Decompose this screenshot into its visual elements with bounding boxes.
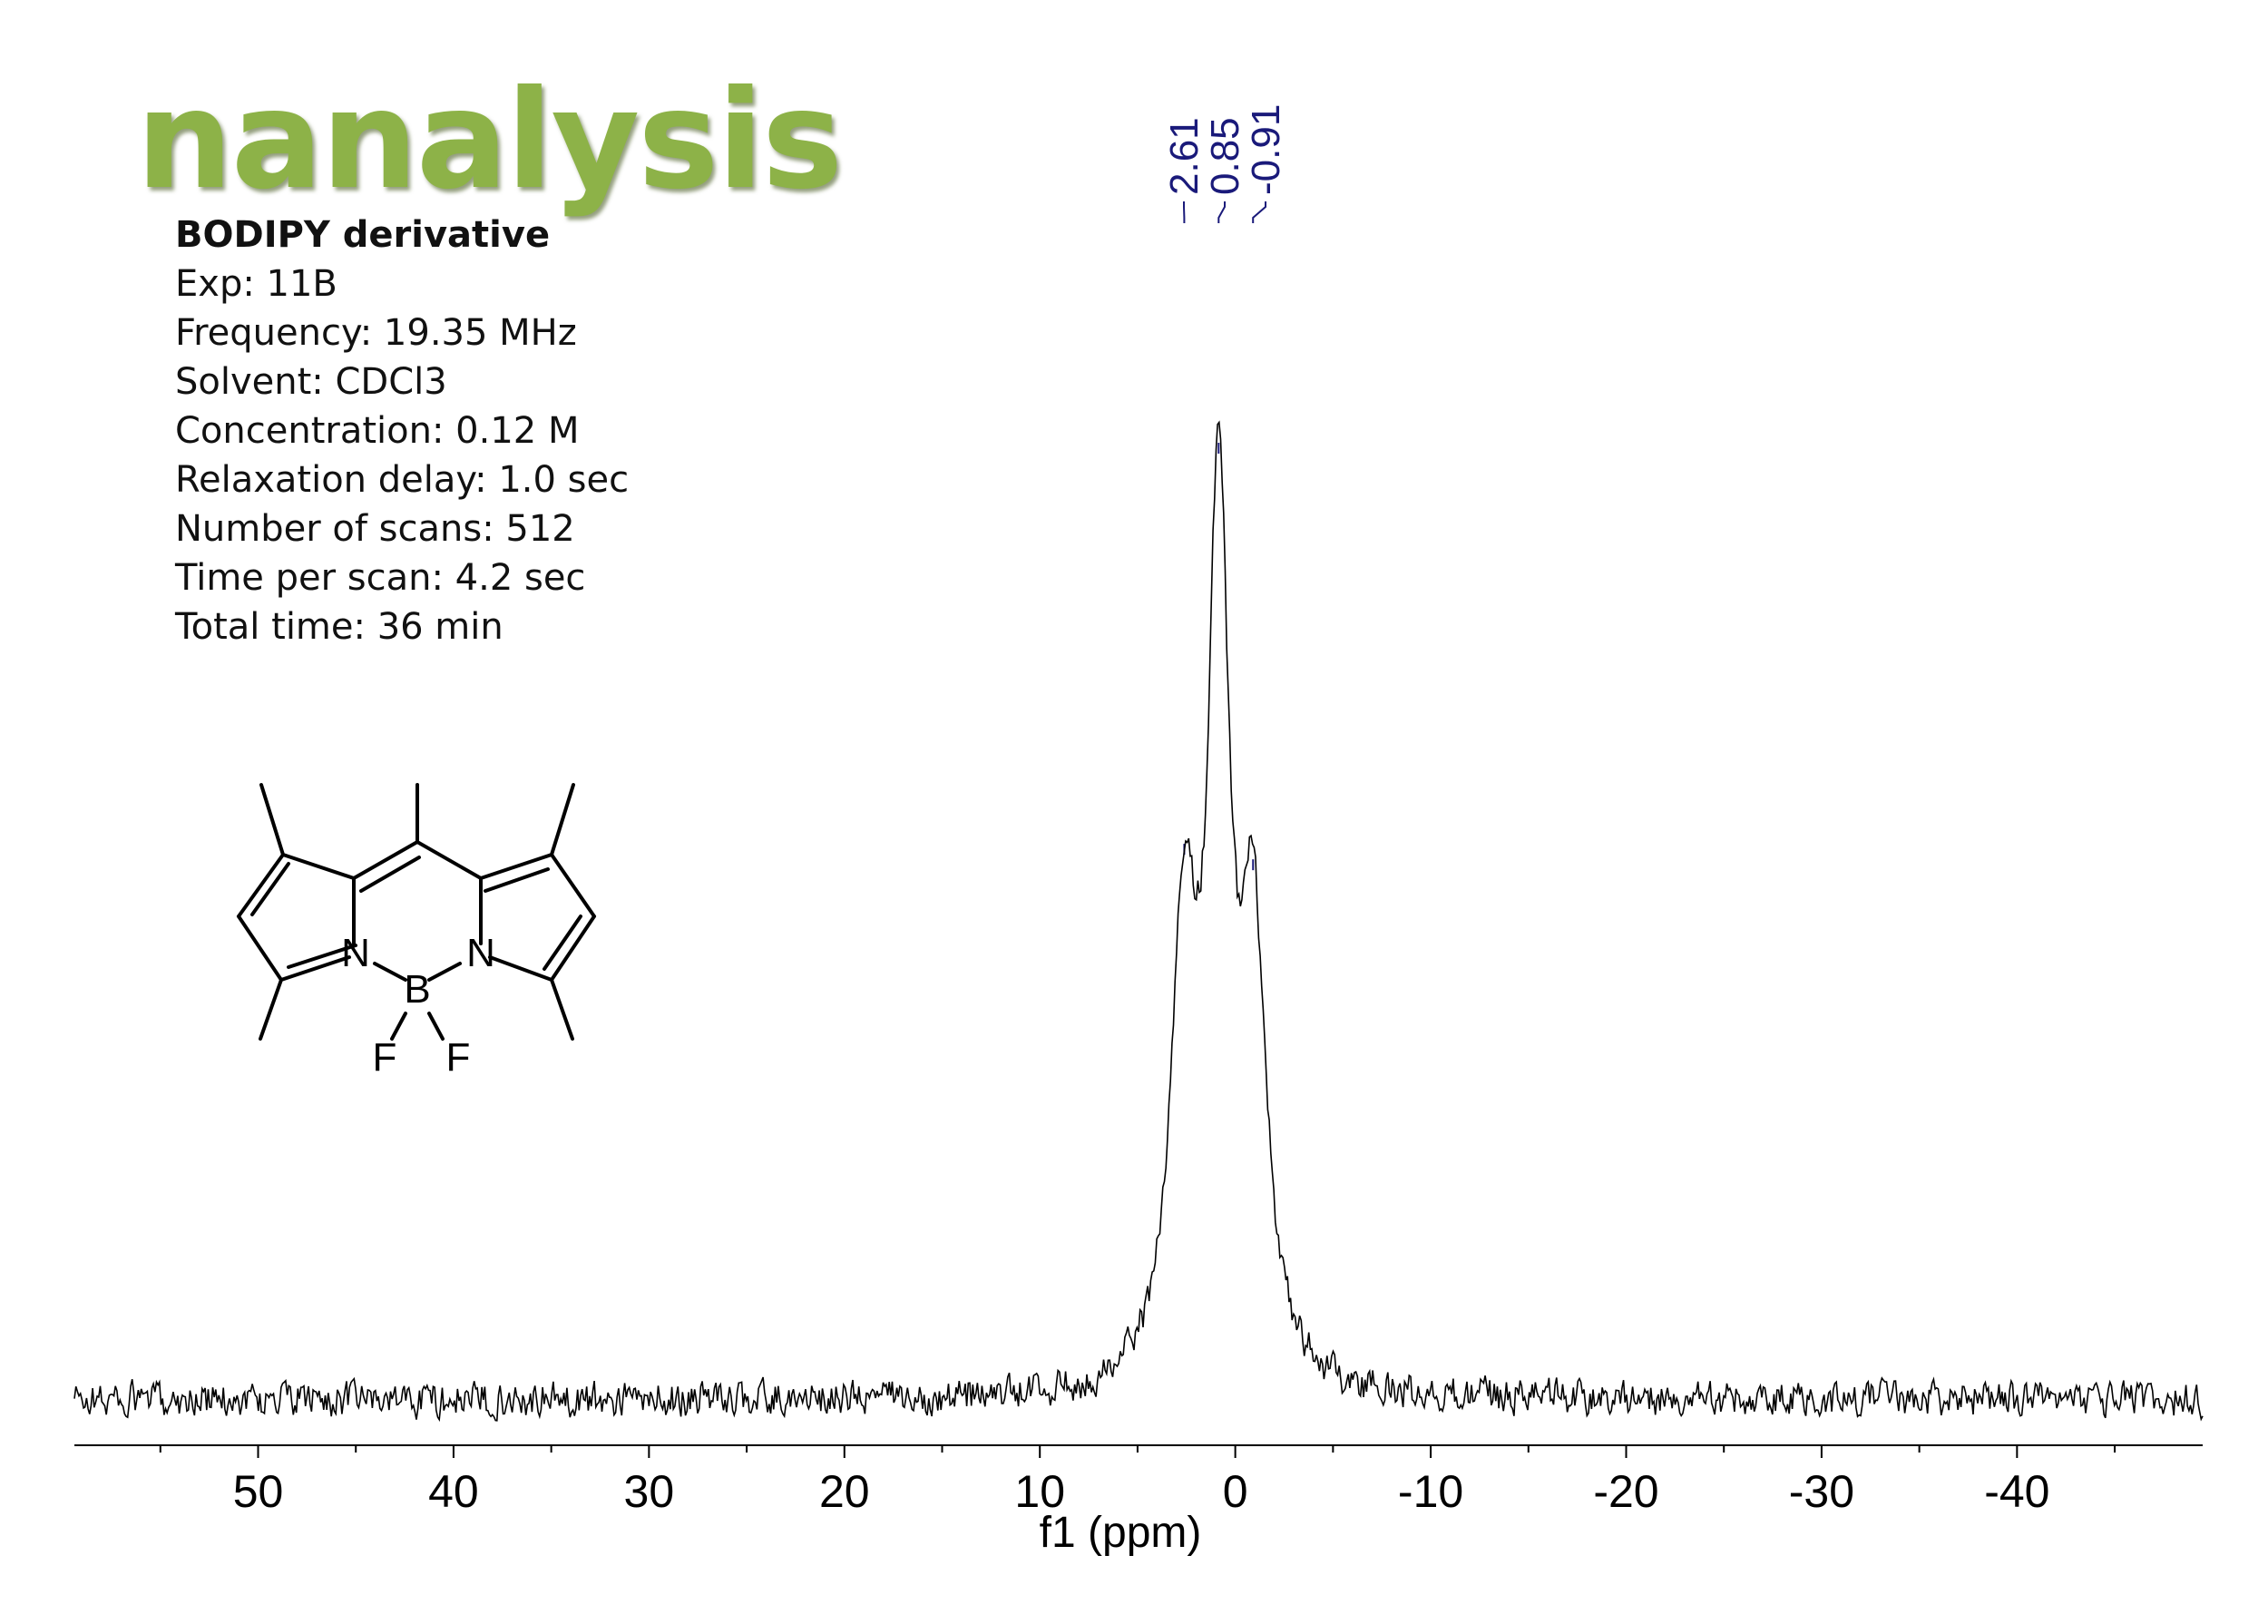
x-tick-label: 40 — [428, 1466, 479, 1517]
info-line-relaxation-delay: Relaxation delay: 1.0 sec — [175, 459, 630, 501]
atom-n-right: N — [466, 931, 495, 975]
peak-label: -0.91 — [1244, 104, 1288, 195]
sample-title: BODIPY derivative — [175, 214, 551, 256]
peak-label-leader — [1217, 201, 1226, 223]
info-line-experiment: Exp: 11B — [175, 263, 337, 305]
x-tick-label: -20 — [1593, 1466, 1658, 1517]
peak-labels: 2.610.85-0.91 — [1162, 104, 1288, 871]
x-tick-label: -40 — [1984, 1466, 2049, 1517]
x-tick-label: -10 — [1398, 1466, 1463, 1517]
info-line-frequency: Frequency: 19.35 MHz — [175, 312, 577, 354]
atom-boron: B — [404, 967, 430, 1012]
x-tick-label: 20 — [819, 1466, 870, 1517]
x-axis-label: f1 (ppm) — [1040, 1509, 1202, 1557]
x-tick-label: -30 — [1789, 1466, 1854, 1517]
peak-label-leader — [1252, 201, 1266, 223]
peak-label: 0.85 — [1203, 117, 1247, 195]
info-line-concentration: Concentration: 0.12 M — [175, 410, 580, 452]
info-line-number-of-scans: Number of scans: 512 — [175, 508, 575, 550]
spectrum-trace — [73, 420, 2204, 1423]
x-tick-label: 10 — [1014, 1466, 1065, 1517]
atom-n-left: N — [341, 931, 370, 975]
info-line-total-time: Total time: 36 min — [175, 606, 503, 648]
x-tick-label: 30 — [624, 1466, 675, 1517]
x-tick-label: 0 — [1223, 1466, 1248, 1517]
info-line-solvent: Solvent: CDCl3 — [175, 361, 447, 403]
x-axis: 50 40 30 20 10 0 -10 -20 -30 -40 — [74, 1444, 2203, 1517]
atom-f-right: F — [446, 1035, 471, 1080]
nanalysis-logo: nanalysis — [136, 62, 843, 220]
sample-info: BODIPY derivative Exp: 11B Frequency: 19… — [175, 210, 629, 651]
info-line-time-per-scan: Time per scan: 4.2 sec — [175, 557, 586, 599]
peak-label: 2.61 — [1162, 117, 1207, 195]
atom-f-left: F — [373, 1035, 397, 1080]
x-tick-label: 50 — [233, 1466, 284, 1517]
